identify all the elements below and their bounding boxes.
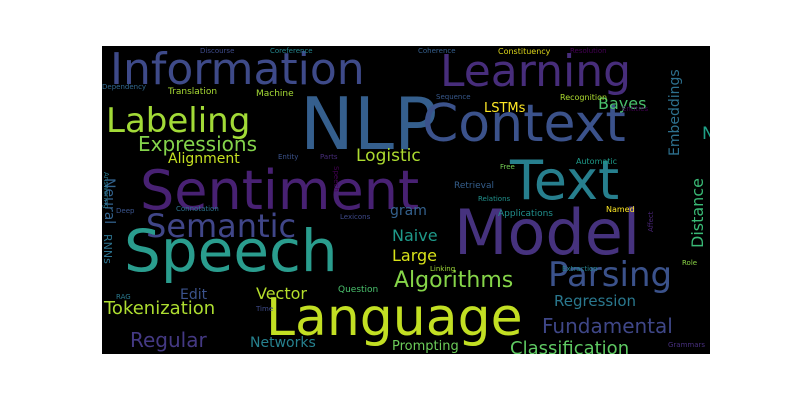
word-cloud-word: Deep (116, 207, 135, 215)
word-cloud-word: Automatic (576, 157, 618, 166)
word-cloud-word: Named (606, 205, 635, 214)
word-cloud-word: Coherence (418, 47, 456, 55)
word-cloud-word: N (702, 124, 710, 144)
word-cloud-word: Bayes (598, 94, 647, 113)
word-cloud-word: Discourse (200, 47, 235, 55)
word-cloud-word: Sequence (436, 93, 471, 101)
word-cloud-word: Resolution (570, 47, 607, 55)
word-cloud-word: Alignment (168, 151, 240, 167)
word-cloud-word: Translation (168, 87, 218, 97)
word-cloud-word: Constituency (498, 47, 551, 56)
word-cloud-word: Dependency (102, 83, 147, 91)
word-cloud-word: Context (422, 94, 626, 154)
word-cloud-word: Distance (688, 178, 707, 248)
word-cloud-word: Applications (498, 209, 553, 219)
word-cloud-word: Large (392, 246, 438, 265)
word-cloud-word: Expressions (138, 132, 257, 156)
word-cloud-word: Retrieval (454, 181, 494, 191)
word-cloud-word: NLP (300, 82, 438, 166)
word-cloud-word: Machine (256, 89, 294, 99)
word-cloud-word: Semantic (146, 207, 297, 245)
word-cloud-word: gram (390, 203, 427, 219)
word-cloud-word: Language (266, 288, 523, 348)
word-cloud-word: Edit (180, 287, 208, 303)
word-cloud-word: Speech (124, 217, 338, 285)
word-cloud-word: Entities (622, 105, 649, 113)
word-cloud-word: Extraction (562, 265, 598, 273)
word-cloud-word: Parsing (548, 255, 673, 295)
word-cloud-word: Free (500, 163, 515, 171)
word-cloud-word: Speech (332, 166, 340, 192)
word-cloud-word: Parts (320, 153, 338, 161)
word-cloud-word: Grammars (668, 341, 706, 349)
word-cloud-word: Information (110, 46, 365, 95)
word-cloud-word: Regression (554, 292, 637, 310)
word-cloud-word: Coreference (270, 47, 313, 55)
word-cloud-word: Connotation (176, 205, 219, 213)
word-cloud-word: Text (510, 149, 620, 212)
word-cloud-word: Time (256, 305, 274, 313)
word-cloud-word: Embeddings (667, 69, 683, 156)
word-cloud-word: Role (682, 259, 698, 267)
word-cloud-word: Vector (256, 284, 307, 303)
word-cloud: NLP Speech Model Language Sentiment Text Conte… (102, 46, 710, 354)
word-cloud-word: Sentiment (140, 159, 420, 222)
word-cloud-word: Naive (392, 226, 438, 245)
word-cloud-word: Affect (647, 211, 655, 232)
word-cloud-word: Algorithms (394, 268, 514, 293)
word-cloud-word: Fundamental (542, 314, 673, 338)
word-cloud-word: Learning (440, 46, 632, 97)
word-cloud-word: Answering (102, 172, 110, 209)
word-cloud-word: Relations (478, 195, 511, 203)
word-cloud-word: Regular (130, 328, 207, 352)
word-cloud-word: Logistic (356, 146, 421, 166)
word-cloud-word: Prompting (392, 339, 459, 354)
word-cloud-word: Networks (250, 335, 316, 351)
word-cloud-word: RAG (116, 293, 131, 301)
word-cloud-word: RNNs (102, 234, 114, 264)
word-cloud-word: LSTMs (484, 101, 526, 116)
word-cloud-word: Tokenization (104, 298, 216, 319)
word-cloud-word: Linking (430, 265, 456, 273)
word-cloud-word: Model (454, 196, 641, 269)
word-cloud-word: Classification (510, 338, 630, 355)
word-cloud-word: Entity (278, 153, 299, 161)
word-cloud-word: Labeling (106, 101, 251, 141)
word-cloud-word: Lexicons (340, 213, 371, 221)
word-cloud-word: Question (338, 285, 379, 295)
word-cloud-word: Recognition (560, 93, 608, 102)
